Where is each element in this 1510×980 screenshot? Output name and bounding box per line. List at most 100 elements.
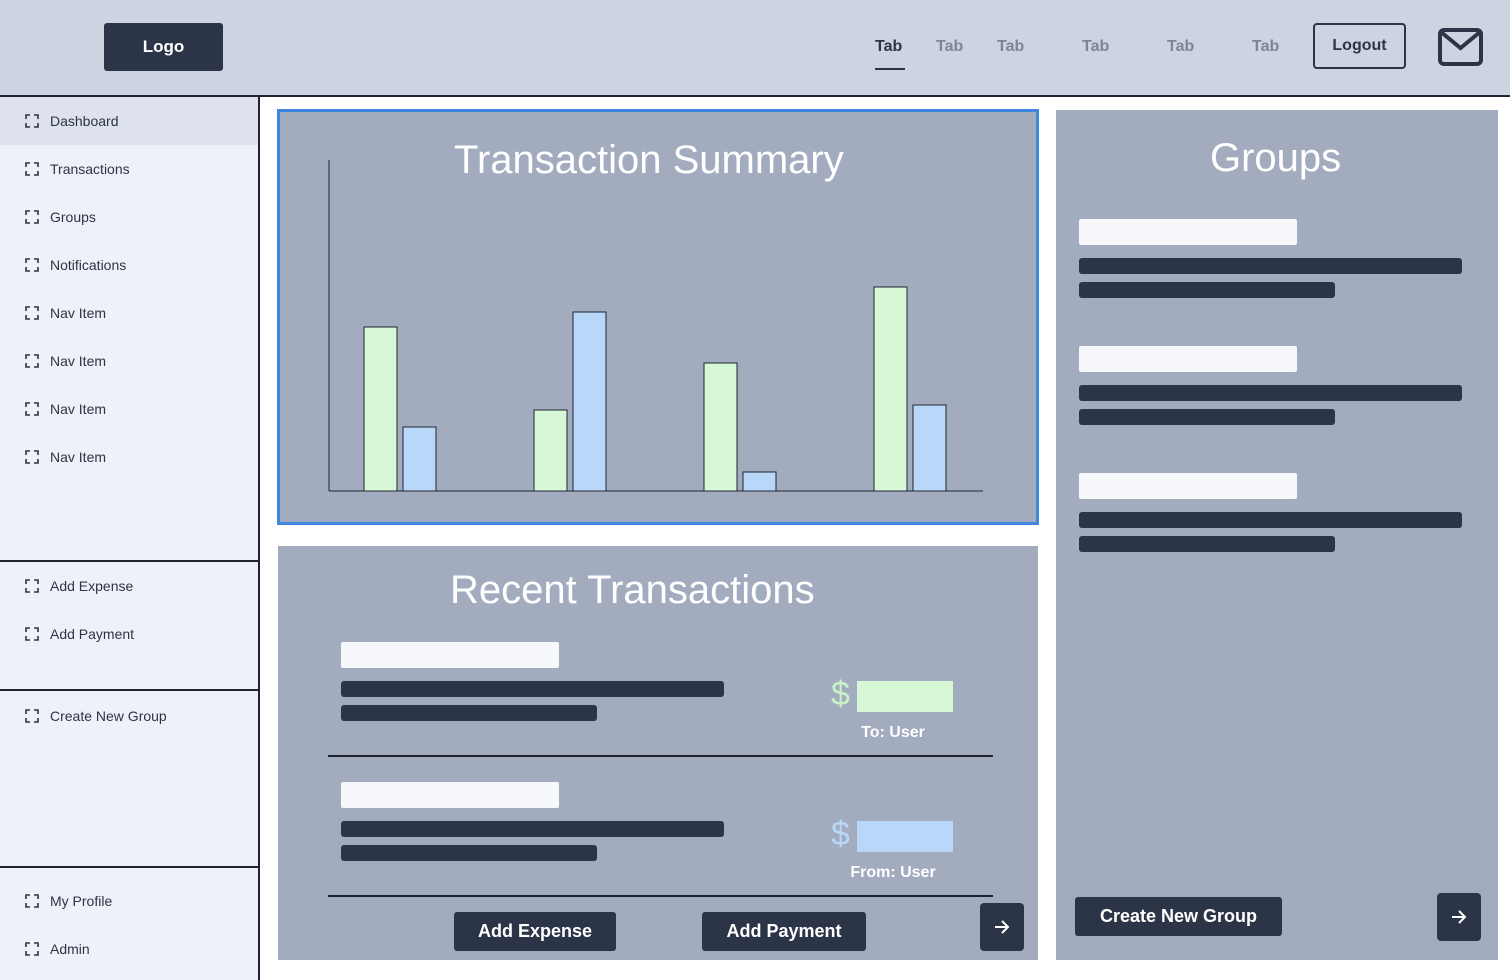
sidebar-item-label: Create New Group — [50, 708, 167, 724]
expand-icon — [25, 306, 39, 320]
amount-from-placeholder — [857, 821, 953, 852]
transaction-text-placeholder — [341, 821, 724, 837]
expand-icon — [25, 210, 39, 224]
amount-to-placeholder — [857, 681, 953, 712]
transaction-title-placeholder — [341, 642, 559, 668]
group-text-placeholder — [1079, 512, 1462, 528]
sidebar-item-label: Dashboard — [50, 113, 119, 129]
panel-title: Groups — [1210, 136, 1342, 180]
chart-bar-s1-c4 — [873, 286, 908, 492]
view-all-transactions-button[interactable] — [980, 903, 1024, 951]
sidebar-item-admin[interactable]: Admin — [0, 925, 258, 973]
sidebar-item-dashboard[interactable]: Dashboard — [0, 97, 258, 145]
create-new-group-button[interactable]: Create New Group — [1075, 897, 1282, 936]
add-expense-button[interactable]: Add Expense — [454, 912, 616, 951]
row-divider — [328, 895, 993, 897]
mail-icon[interactable] — [1438, 28, 1483, 66]
groups-panel: Groups Create New Group — [1056, 110, 1498, 960]
sidebar-item-add-expense[interactable]: Add Expense — [0, 562, 258, 610]
transaction-summary-panel[interactable]: Transaction Summary — [277, 109, 1039, 525]
sidebar-item-create-new-group[interactable]: Create New Group — [0, 692, 258, 740]
tab-2[interactable]: Tab — [936, 38, 964, 55]
chart-bar-s1-c1 — [363, 326, 398, 492]
tab-3[interactable]: Tab — [997, 38, 1025, 55]
expand-icon — [25, 402, 39, 416]
sidebar: Dashboard Transactions Groups Notificati… — [0, 97, 260, 980]
sidebar-item-label: Nav Item — [50, 353, 107, 369]
expand-icon — [25, 579, 39, 593]
expand-icon — [25, 709, 39, 723]
transaction-from-label: From: User — [850, 864, 936, 881]
sidebar-divider — [0, 689, 258, 691]
currency-symbol: $ — [831, 815, 850, 853]
sidebar-item-label: Transactions — [50, 161, 130, 177]
expand-icon — [25, 450, 39, 464]
tab-4[interactable]: Tab — [1082, 38, 1110, 55]
expand-icon — [25, 114, 39, 128]
chart-bar-s1-c3 — [703, 362, 738, 492]
panel-title: Recent Transactions — [450, 568, 815, 612]
expand-icon — [25, 258, 39, 272]
group-text-placeholder — [1079, 282, 1335, 298]
group-text-placeholder — [1079, 258, 1462, 274]
group-text-placeholder — [1079, 409, 1335, 425]
top-header: Logo Tab Tab Tab Tab Tab Tab Logout — [0, 0, 1510, 97]
transaction-text-placeholder — [341, 845, 597, 861]
sidebar-item-label: Admin — [50, 941, 90, 957]
group-text-placeholder — [1079, 385, 1462, 401]
transaction-to-label: To: User — [861, 724, 925, 741]
chart-bar-s2-c3 — [742, 471, 777, 492]
arrow-right-icon — [1452, 910, 1467, 924]
group-title-placeholder — [1079, 473, 1297, 499]
sidebar-item-nav-1[interactable]: Nav Item — [0, 289, 258, 337]
row-divider — [328, 755, 993, 757]
sidebar-item-label: Add Payment — [50, 626, 135, 642]
sidebar-item-groups[interactable]: Groups — [0, 193, 258, 241]
chart-bar-s2-c2 — [572, 311, 607, 492]
sidebar-item-label: Nav Item — [50, 449, 107, 465]
tab-1[interactable]: Tab — [875, 38, 903, 55]
expand-icon — [25, 354, 39, 368]
chart-bars — [363, 286, 947, 492]
sidebar-item-label: Notifications — [50, 257, 127, 273]
group-text-placeholder — [1079, 536, 1335, 552]
sidebar-item-label: Groups — [50, 209, 96, 225]
expand-icon — [25, 627, 39, 641]
chart-bar-s2-c4 — [912, 404, 947, 492]
sidebar-item-nav-4[interactable]: Nav Item — [0, 433, 258, 481]
currency-symbol: $ — [831, 675, 850, 713]
sidebar-divider — [0, 560, 258, 562]
expand-icon — [25, 942, 39, 956]
chart-bar-s2-c1 — [402, 426, 437, 492]
tab-6[interactable]: Tab — [1252, 38, 1280, 55]
panel-title: Transaction Summary — [454, 138, 844, 182]
sidebar-item-label: Nav Item — [50, 401, 107, 417]
logout-button[interactable]: Logout — [1313, 23, 1406, 69]
sidebar-item-transactions[interactable]: Transactions — [0, 145, 258, 193]
view-all-groups-button[interactable] — [1437, 893, 1481, 941]
sidebar-item-label: My Profile — [50, 893, 113, 909]
expand-icon — [25, 162, 39, 176]
transaction-chart — [328, 160, 983, 492]
arrow-right-icon — [995, 920, 1010, 934]
sidebar-item-label: Nav Item — [50, 305, 107, 321]
sidebar-divider — [0, 866, 258, 868]
sidebar-item-notifications[interactable]: Notifications — [0, 241, 258, 289]
transaction-text-placeholder — [341, 705, 597, 721]
sidebar-item-add-payment[interactable]: Add Payment — [0, 610, 258, 658]
add-payment-button[interactable]: Add Payment — [702, 912, 866, 951]
sidebar-item-nav-2[interactable]: Nav Item — [0, 337, 258, 385]
transaction-title-placeholder — [341, 782, 559, 808]
sidebar-item-my-profile[interactable]: My Profile — [0, 877, 258, 925]
group-title-placeholder — [1079, 346, 1297, 372]
group-title-placeholder — [1079, 219, 1297, 245]
sidebar-item-label: Add Expense — [50, 578, 134, 594]
tab-5[interactable]: Tab — [1167, 38, 1195, 55]
logo-button[interactable]: Logo — [104, 23, 223, 71]
chart-bar-s1-c2 — [533, 409, 568, 492]
expand-icon — [25, 894, 39, 908]
recent-transactions-panel: Recent Transactions $ To: User $ From: U… — [278, 546, 1038, 960]
sidebar-item-nav-3[interactable]: Nav Item — [0, 385, 258, 433]
active-tab-indicator — [875, 68, 905, 70]
transaction-text-placeholder — [341, 681, 724, 697]
